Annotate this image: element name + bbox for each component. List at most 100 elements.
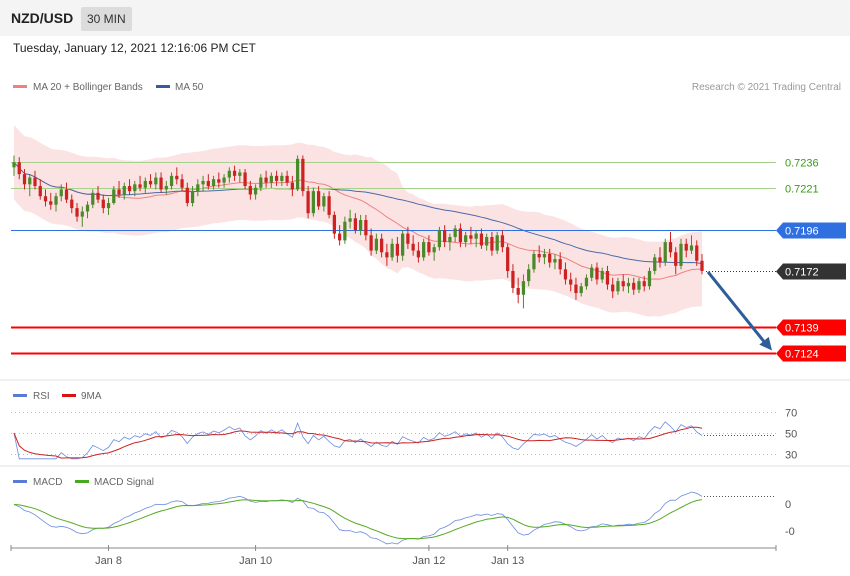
legend-macd-label: MACD bbox=[33, 477, 62, 488]
legend-swatch-ma50 bbox=[156, 85, 170, 88]
forecast-arrow bbox=[706, 271, 772, 351]
candle-body bbox=[190, 191, 195, 204]
candle-body bbox=[369, 235, 373, 251]
support-label: 0.7124 bbox=[785, 349, 819, 361]
candle-body bbox=[117, 189, 121, 195]
candle-body bbox=[80, 211, 84, 217]
candle-body bbox=[537, 253, 541, 258]
candle-body bbox=[611, 284, 615, 292]
candle-body bbox=[637, 281, 641, 290]
candle-body bbox=[579, 286, 583, 294]
candle-body bbox=[122, 186, 126, 195]
candle-body bbox=[395, 243, 400, 256]
x-tick-label: Jan 8 bbox=[95, 555, 122, 567]
candle-body bbox=[143, 180, 147, 188]
candle-body bbox=[301, 158, 305, 192]
candle-body bbox=[553, 259, 557, 263]
candle-body bbox=[264, 177, 268, 183]
candle-body bbox=[280, 175, 284, 181]
macd-signal-line bbox=[13, 499, 703, 540]
candle-body bbox=[316, 191, 321, 207]
candle-body bbox=[479, 233, 484, 246]
candle-body bbox=[238, 172, 242, 176]
candle-body bbox=[106, 203, 111, 209]
candle-body bbox=[322, 196, 326, 207]
candle-body bbox=[563, 269, 568, 280]
candle-body bbox=[621, 281, 625, 287]
candle-body bbox=[22, 174, 27, 185]
timeframe-button[interactable]: 30 MIN bbox=[81, 7, 132, 31]
chart-panel bbox=[0, 36, 850, 576]
candle-body bbox=[495, 235, 499, 251]
candle-body bbox=[54, 196, 58, 205]
candle-body bbox=[689, 245, 694, 251]
candle-body bbox=[485, 237, 489, 246]
candle-body bbox=[605, 270, 610, 285]
bollinger-band-area bbox=[14, 124, 702, 317]
top-bar: NZD/USD 30 MIN bbox=[0, 0, 850, 36]
rsi-tick-label: 50 bbox=[785, 429, 797, 441]
candle-body bbox=[458, 228, 463, 243]
candle-body bbox=[500, 235, 505, 248]
candle-body bbox=[64, 189, 69, 200]
forecast-arrow-head bbox=[759, 336, 772, 351]
legend-rsi-ma-label: 9MA bbox=[81, 391, 102, 402]
candle-body bbox=[159, 177, 163, 190]
candle-body bbox=[12, 162, 16, 168]
candle-body bbox=[385, 252, 389, 258]
candle-body bbox=[574, 284, 578, 294]
candle-body bbox=[175, 175, 179, 180]
candle-body bbox=[411, 243, 415, 251]
candle-body bbox=[374, 238, 379, 251]
legend-ma20-label: MA 20 + Bollinger Bands bbox=[33, 82, 143, 93]
candle-body bbox=[33, 177, 37, 187]
rsi-panel: 70 50 30 bbox=[11, 408, 797, 462]
legend-swatch-macd-signal bbox=[75, 480, 89, 483]
bollinger-bands bbox=[14, 124, 702, 317]
candle-body bbox=[695, 245, 699, 261]
candle-body bbox=[542, 253, 547, 258]
candle-body bbox=[647, 270, 652, 287]
legend-macd-signal-label: MACD Signal bbox=[94, 477, 154, 488]
candle-body bbox=[521, 281, 526, 295]
candle-body bbox=[169, 175, 174, 187]
x-tick-label: Jan 12 bbox=[412, 555, 445, 567]
candle-body bbox=[248, 186, 252, 195]
candle-body bbox=[684, 243, 688, 251]
candle-body bbox=[558, 259, 562, 270]
resistance-label: 0.7236 bbox=[785, 158, 819, 170]
candle-body bbox=[259, 177, 263, 188]
candle-body bbox=[674, 252, 678, 266]
forecast-arrow-shaft bbox=[706, 271, 766, 343]
candle-body bbox=[679, 243, 683, 266]
candle-body bbox=[380, 238, 384, 253]
candle-body bbox=[626, 282, 631, 287]
chart-datetime: Tuesday, January 12, 2021 12:16:06 PM CE… bbox=[13, 41, 256, 55]
moving-averages bbox=[13, 161, 703, 280]
candle-body bbox=[327, 196, 331, 215]
x-tick-label: Jan 10 bbox=[239, 555, 272, 567]
pivot-label: 0.7196 bbox=[785, 226, 819, 238]
candle-body bbox=[217, 179, 221, 183]
candle-body bbox=[337, 233, 342, 241]
candle-body bbox=[127, 186, 132, 192]
candle-body bbox=[138, 184, 142, 188]
candle-body bbox=[75, 208, 79, 217]
candle-body bbox=[343, 221, 347, 241]
support-tag bbox=[776, 345, 846, 362]
legend-swatch-rsi bbox=[13, 394, 27, 397]
candle-body bbox=[358, 220, 363, 231]
candle-body bbox=[527, 269, 531, 282]
candle-body bbox=[306, 191, 310, 214]
candle-body bbox=[70, 199, 74, 209]
candle-body bbox=[600, 270, 604, 280]
candle-body bbox=[511, 270, 515, 288]
candle-body bbox=[453, 228, 457, 237]
candle-body bbox=[332, 214, 336, 234]
pivot-tag bbox=[776, 222, 846, 239]
macd-tick-label: 0 bbox=[785, 499, 791, 511]
candle-body bbox=[406, 233, 410, 244]
candles bbox=[12, 155, 704, 309]
candle-body bbox=[222, 177, 226, 183]
ma50-line bbox=[13, 161, 703, 265]
